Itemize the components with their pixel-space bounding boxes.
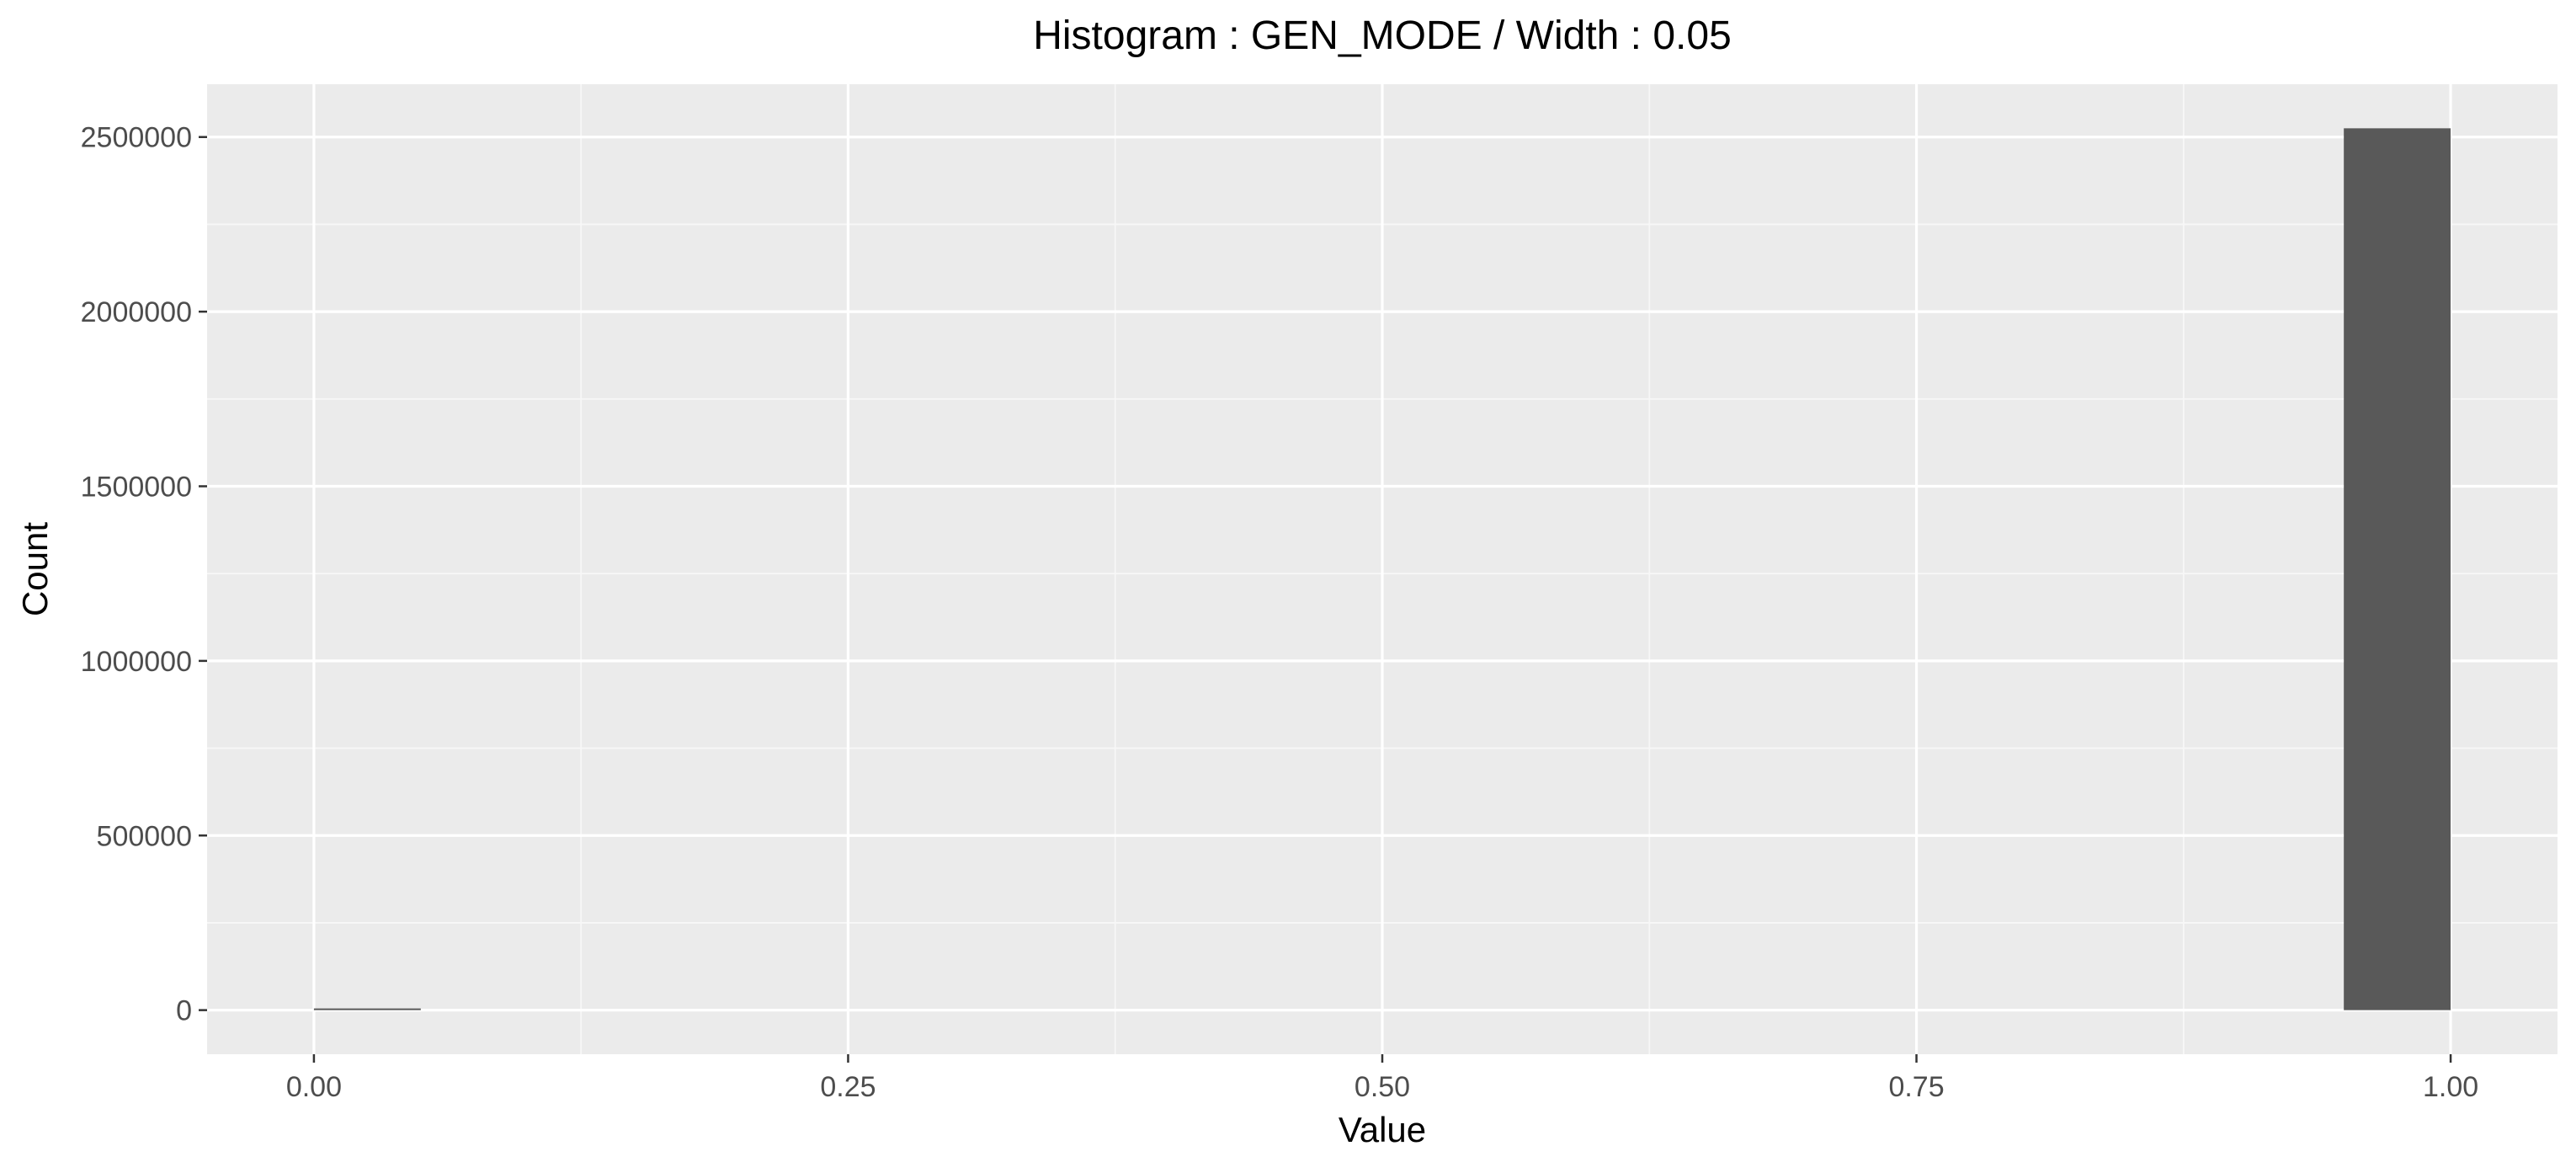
y-axis: 0 500000 1000000 1500000 2000000 2500000	[81, 122, 207, 1027]
y-tick-label: 2500000	[81, 122, 192, 154]
x-tick-label: 0.25	[820, 1071, 876, 1103]
chart-title: Histogram : GEN_MODE / Width : 0.05	[1033, 13, 1732, 58]
major-grid	[207, 84, 2557, 1054]
y-tick-label: 1500000	[81, 471, 192, 503]
x-tick-label: 0.50	[1355, 1071, 1410, 1103]
x-tick-label: 0.00	[286, 1071, 342, 1103]
x-axis-title: Value	[1339, 1110, 1426, 1149]
histogram-bar-1	[2344, 128, 2451, 1010]
x-axis: 0.00 0.25 0.50 0.75 1.00	[286, 1054, 2478, 1103]
y-tick-label: 0	[176, 995, 192, 1027]
y-tick-label: 1000000	[81, 646, 192, 678]
bars	[313, 128, 2451, 1010]
x-tick-label: 0.75	[1888, 1071, 1944, 1103]
y-tick-label: 2000000	[81, 296, 192, 328]
y-tick-label: 500000	[97, 820, 192, 852]
histogram-bar-0	[313, 1008, 421, 1010]
y-axis-title: Count	[15, 522, 55, 616]
x-tick-label: 1.00	[2423, 1071, 2478, 1103]
